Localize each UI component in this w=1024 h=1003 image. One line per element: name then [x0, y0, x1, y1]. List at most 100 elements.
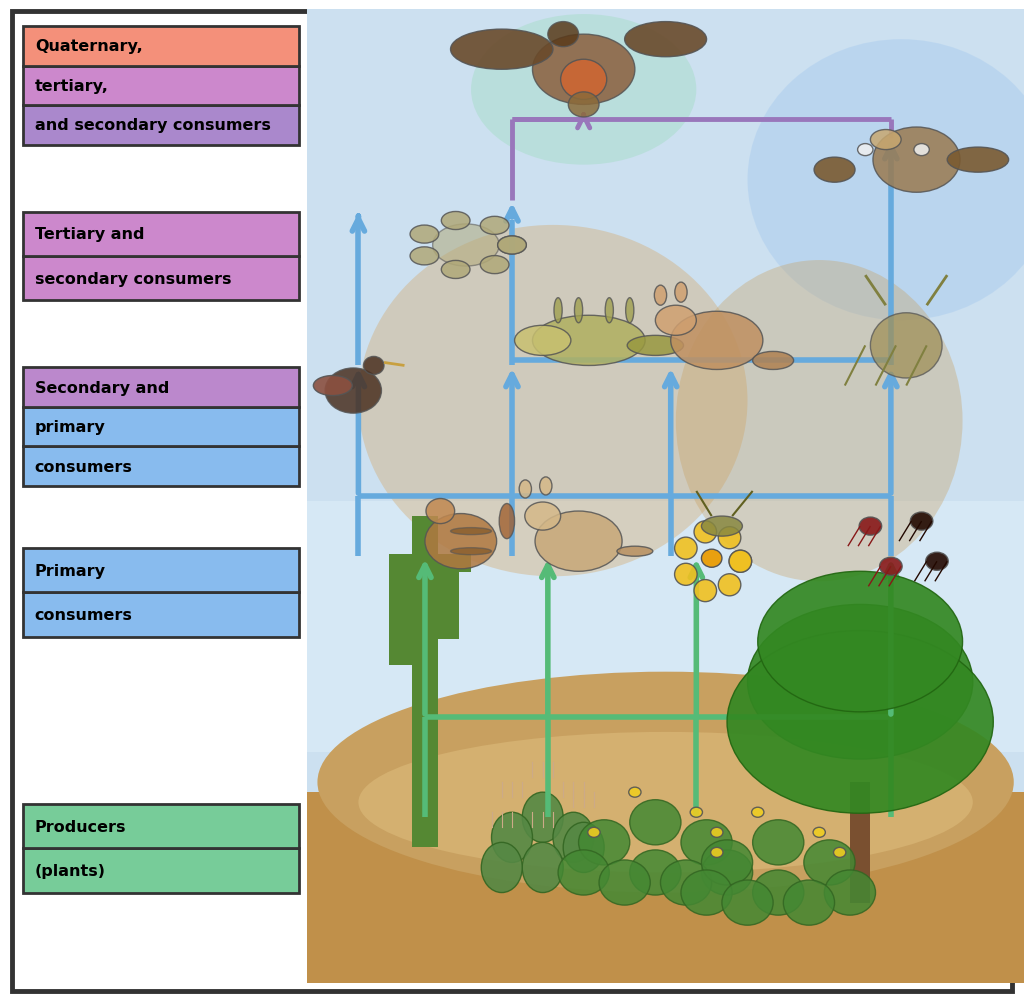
Ellipse shape [540, 477, 552, 495]
Ellipse shape [317, 672, 1014, 893]
Ellipse shape [701, 517, 742, 537]
Ellipse shape [364, 357, 384, 375]
Ellipse shape [701, 850, 753, 896]
Ellipse shape [441, 213, 470, 231]
Ellipse shape [574, 298, 583, 323]
Bar [23, 804, 299, 849]
Ellipse shape [410, 226, 438, 244]
Ellipse shape [690, 807, 702, 817]
Ellipse shape [729, 551, 752, 573]
Ellipse shape [824, 870, 876, 915]
Ellipse shape [654, 286, 667, 306]
Ellipse shape [660, 861, 712, 905]
Text: tertiary,: tertiary, [35, 79, 109, 93]
Ellipse shape [630, 800, 681, 845]
Ellipse shape [313, 376, 352, 396]
Ellipse shape [522, 792, 563, 843]
Bar [23, 213, 299, 257]
Ellipse shape [535, 512, 622, 572]
Bar [23, 27, 299, 66]
Ellipse shape [676, 261, 963, 582]
Ellipse shape [926, 553, 948, 571]
Ellipse shape [532, 35, 635, 105]
Ellipse shape [358, 732, 973, 873]
Ellipse shape [627, 336, 683, 356]
Ellipse shape [358, 226, 748, 577]
Text: primary: primary [35, 420, 105, 434]
Ellipse shape [481, 843, 522, 893]
Ellipse shape [625, 22, 707, 57]
Ellipse shape [870, 130, 901, 150]
Bar [389, 566, 412, 666]
Text: consumers: consumers [35, 459, 133, 474]
Ellipse shape [588, 827, 600, 838]
Bar [438, 555, 471, 573]
Ellipse shape [655, 306, 696, 336]
Text: and secondary consumers: and secondary consumers [35, 118, 270, 133]
Ellipse shape [616, 547, 653, 557]
Bar [389, 555, 426, 573]
Text: Quaternary,: Quaternary, [35, 39, 142, 54]
Ellipse shape [729, 551, 752, 573]
Ellipse shape [558, 850, 609, 896]
Ellipse shape [630, 850, 681, 896]
Ellipse shape [325, 368, 381, 413]
Ellipse shape [605, 298, 613, 323]
Ellipse shape [701, 840, 753, 885]
Ellipse shape [599, 861, 650, 905]
Text: consumers: consumers [35, 608, 133, 622]
Ellipse shape [722, 881, 773, 925]
Ellipse shape [410, 248, 438, 266]
Ellipse shape [532, 316, 645, 366]
Ellipse shape [492, 812, 532, 863]
Text: (plants): (plants) [35, 864, 105, 878]
Bar [438, 566, 459, 639]
Ellipse shape [498, 237, 526, 255]
Bar [307, 792, 1024, 983]
Ellipse shape [758, 572, 963, 712]
Ellipse shape [432, 225, 500, 267]
Ellipse shape [914, 144, 930, 156]
Ellipse shape [579, 820, 630, 865]
Bar [23, 447, 299, 486]
Ellipse shape [711, 827, 723, 838]
Ellipse shape [522, 843, 563, 893]
Bar [23, 368, 299, 407]
Ellipse shape [748, 40, 1024, 321]
Bar [23, 106, 299, 145]
Ellipse shape [561, 60, 606, 100]
Ellipse shape [753, 352, 794, 370]
Text: Secondary and: Secondary and [35, 380, 169, 395]
Text: secondary consumers: secondary consumers [35, 272, 231, 286]
Ellipse shape [524, 503, 560, 531]
Ellipse shape [727, 631, 993, 813]
Ellipse shape [675, 538, 697, 560]
Ellipse shape [500, 504, 514, 539]
Ellipse shape [814, 158, 855, 183]
Ellipse shape [554, 298, 562, 323]
Ellipse shape [711, 848, 723, 858]
Bar [850, 782, 870, 903]
Text: Producers: Producers [35, 819, 126, 833]
Ellipse shape [753, 870, 804, 915]
Ellipse shape [813, 827, 825, 838]
Ellipse shape [718, 528, 740, 550]
Ellipse shape [519, 480, 531, 498]
Ellipse shape [681, 820, 732, 865]
Bar [307, 10, 1024, 983]
Ellipse shape [498, 237, 526, 255]
Bar [23, 549, 299, 593]
Ellipse shape [480, 217, 509, 235]
Ellipse shape [426, 498, 455, 525]
Text: Primary: Primary [35, 564, 105, 578]
Ellipse shape [752, 807, 764, 817]
Ellipse shape [568, 92, 599, 117]
Ellipse shape [675, 283, 687, 303]
Ellipse shape [834, 848, 846, 858]
Bar [23, 407, 299, 447]
Ellipse shape [783, 881, 835, 925]
Ellipse shape [626, 298, 634, 323]
Ellipse shape [514, 326, 570, 356]
Ellipse shape [675, 564, 697, 586]
Ellipse shape [753, 820, 804, 865]
